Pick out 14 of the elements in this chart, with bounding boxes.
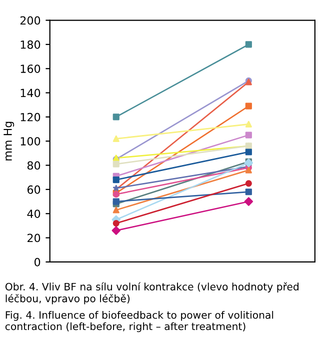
caption: Fig. 4. Influence of biofeedback to power of volitional contraction (left-before, right – after treatment) <box>5 310 274 332</box>
y-tick-label: 80 <box>27 161 40 170</box>
y-tick-label: 160 <box>20 64 40 73</box>
y-tick-label: 200 <box>20 16 40 25</box>
y-tick-label: 140 <box>20 88 40 98</box>
y-tick-label: 40 <box>27 210 40 218</box>
y-axis-title: mm Hg <box>4 122 14 160</box>
y-tick-label: 60 <box>27 185 40 194</box>
y-tick-label: 120 <box>20 112 40 122</box>
y-tick-label: 20 <box>28 234 40 242</box>
y-tick-label: 0 <box>34 258 40 266</box>
text: Obr. 4. Vliv BF na sílu volní kontrakce (vlevo hodnoty před léčbou, vpravo po léčbě) <box>5 282 298 304</box>
y-tick-label: 180 <box>20 40 40 49</box>
y-tick-label: 100 <box>20 137 40 146</box>
